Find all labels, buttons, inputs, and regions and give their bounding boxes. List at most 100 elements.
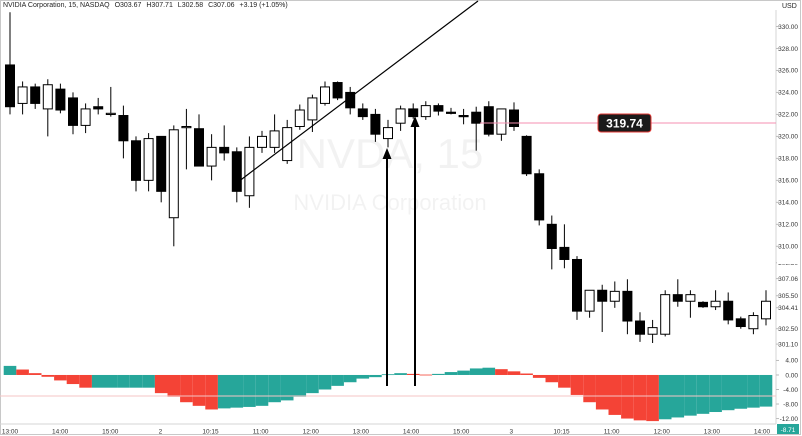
histogram-bar [709,374,722,413]
candle-down [55,88,66,111]
histogram-bar [558,374,571,388]
candle-up [420,105,431,118]
candle-down [231,151,242,192]
time-tick-label: 13:00 [2,429,19,436]
histogram-bar [117,374,130,388]
candle-down [30,86,41,104]
time-tick-label: 14:00 [403,429,420,436]
candle-up [105,112,116,116]
candle-down [509,109,519,127]
time-tick-label: 12:00 [654,429,671,436]
osc-tick-label: 0.00 [785,372,798,379]
candle-up [181,125,192,129]
candle-up [257,135,267,148]
histogram-bar [54,374,67,381]
price-tick-label: 307.06 [778,276,798,283]
histogram-bar [608,374,622,415]
histogram-bar [570,374,584,395]
candle-down [332,82,343,99]
price-tick-label: 312.00 [778,222,798,229]
time-tick-label: 14:00 [52,429,69,436]
ohlc-high: H307.71 [146,2,173,9]
candle-down [156,135,167,192]
candle-up [17,86,28,104]
histogram-bar [721,374,735,411]
histogram-bar [394,373,407,375]
candle-up [395,108,406,124]
candle-down [723,300,734,321]
histogram-bar [356,374,370,379]
up-arrow-1[interactable] [382,148,392,386]
current-price-tag [777,254,799,264]
candle-down [408,108,419,118]
time-tick-label: 15:00 [102,429,119,436]
ohlc-close: C307.06 [208,2,235,9]
candle-up [269,130,280,148]
candle-down [357,108,368,118]
histogram-bar [180,374,193,403]
histogram-bar [167,374,181,397]
histogram-bar [343,374,357,383]
histogram-bar [318,374,332,390]
up-arrow-2[interactable] [410,116,420,386]
time-tick-label: 3 [510,429,514,436]
histogram-bar [658,374,672,420]
candle-down [521,135,532,175]
candle-up [710,300,721,308]
histogram-bar [444,372,458,375]
candle-up [660,294,671,335]
histogram-bar [406,373,420,375]
histogram-bar [205,374,218,410]
histogram-bar [243,374,256,407]
histogram-bar [545,374,559,383]
histogram-bar [419,374,433,376]
histogram-bar [621,374,634,419]
histogram-bar [154,374,168,394]
osc-tick-label: 4.00 [785,358,798,365]
candle-up [647,327,658,335]
candle-up [168,129,179,219]
candle-down [635,320,645,335]
time-tick-label: 11:00 [253,429,269,436]
histogram-bar [230,374,244,408]
price-tick-label: 304.41 [778,305,798,312]
histogram-bar [255,374,269,406]
histogram-bar [142,374,155,388]
candle-down [118,115,129,142]
candle-down [546,223,557,249]
histogram-bar [129,374,143,388]
price-tick-label: 328.00 [778,46,798,53]
candle-down [93,106,104,110]
histogram-bar [469,368,483,375]
candle-down [433,105,444,112]
candle-down [219,146,230,154]
price-tick-label: 301.10 [778,341,798,348]
histogram-bar [646,374,659,422]
price-tick-label: 320.00 [778,134,798,141]
price-tick-label: 302.50 [778,326,798,333]
time-axis[interactable]: 13:00 14:00 15:00 2 10:15 11:00 12:00 13:00 14:0… [2,429,771,436]
price-tick-label: 324.00 [778,90,798,97]
histogram-bar [268,374,281,403]
candle-down [698,301,708,308]
oscillator-axis[interactable]: 4.00 0.00 -4.00 -8.00 -12.00 [776,358,798,423]
price-axis[interactable]: 330.00 328.00 326.00 324.00 322.00 320.00 318.… [776,24,798,349]
candle-down [194,128,204,167]
histogram-bar [633,374,647,421]
trendline[interactable] [237,0,479,183]
symbol-name[interactable]: NVIDIA Corporation, 15, NASDAQ [3,2,110,9]
ohlc-open: O303.67 [114,2,142,9]
price-label-box[interactable]: 319.74 [597,113,652,133]
candle-up [282,127,293,162]
candle-up [206,146,217,167]
histogram-bar [747,374,760,408]
candle-down [534,173,545,221]
histogram-bar [520,373,533,375]
time-tick-label: 13:00 [353,429,370,436]
candle-down [471,111,482,124]
histogram-bar [583,374,596,403]
candle-up [383,127,393,140]
candle-up [496,108,507,135]
